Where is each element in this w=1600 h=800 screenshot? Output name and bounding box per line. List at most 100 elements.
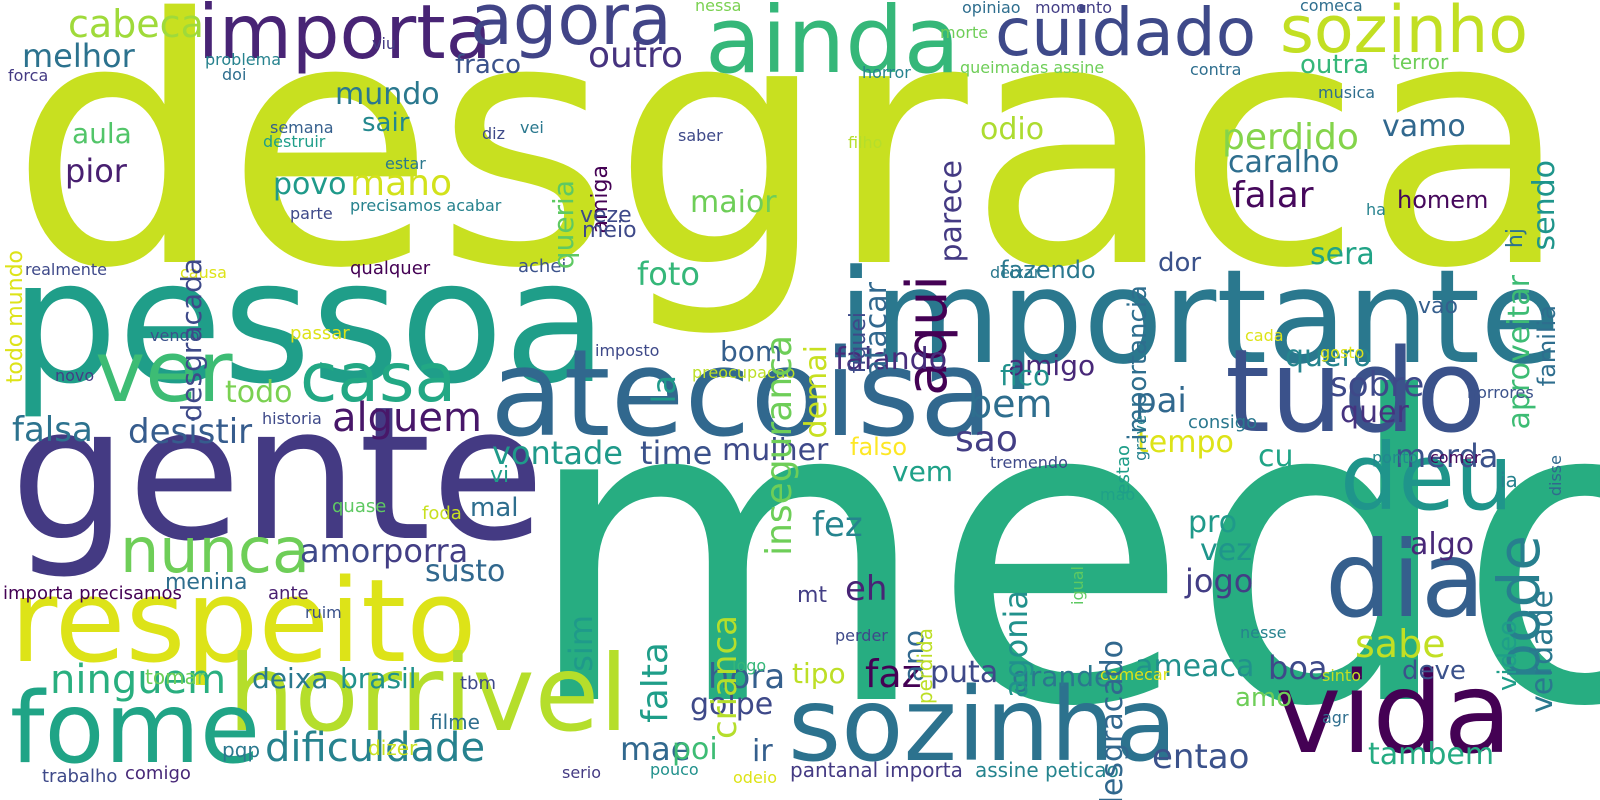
word-agora: agora (470, 0, 672, 61)
word-cu: cu (1258, 439, 1294, 474)
word-brasil: brasil (340, 662, 417, 695)
word-amor: amor (300, 532, 384, 570)
word-sao: sao (955, 419, 1018, 460)
word-destruir: destruir (263, 132, 326, 151)
word-sair: sair (362, 108, 410, 138)
word-queimadas-assine: queimadas assine (960, 58, 1105, 77)
word-quero: quero (1285, 339, 1372, 374)
word-historia: historia (262, 409, 322, 428)
word-hj: hj (1503, 228, 1528, 249)
word-consigo: consigo (1188, 412, 1258, 433)
word-queria: queria (547, 180, 580, 270)
word-fazendo: fazendo (1000, 256, 1096, 284)
word-vi: vi (490, 463, 510, 488)
word-pouco: pouco (650, 760, 699, 779)
word-pro: pro (1188, 505, 1238, 540)
word-atecoisa: atecoisa (490, 325, 994, 464)
word-tudo: tudo (1225, 325, 1487, 459)
word-falso: falso (850, 433, 908, 461)
word-outra: outra (1300, 50, 1370, 80)
word-pior: pior (65, 152, 127, 190)
word-horrores: horrores (1467, 383, 1534, 402)
word-assine-peticao: assine peticao (975, 758, 1119, 782)
word-filho: filho (848, 133, 883, 152)
word-mulher: mulher (722, 433, 829, 468)
word-parte: parte (290, 204, 333, 223)
word-ver: ver (95, 323, 233, 422)
word-dificuldade: dificuldade (265, 725, 486, 771)
word-entao: entao (1152, 737, 1250, 777)
word-pantanal-importa: pantanal importa (790, 758, 963, 782)
word-fico: fico (1000, 359, 1051, 392)
word-ameaca: ameaca (1135, 649, 1255, 684)
word-desgracado: desgracado (1095, 640, 1130, 800)
word-respeito: respeito (10, 555, 477, 689)
word-outro: outro (588, 35, 683, 76)
word-falar: falar (1232, 175, 1314, 216)
word-estao: estao (1113, 445, 1134, 495)
word-pqp: pqp (222, 738, 261, 762)
word-mae: mae (620, 730, 691, 768)
word-tempo: tempo (1137, 425, 1234, 460)
word-comer: comer (1430, 448, 1481, 467)
word-musica: musica (1318, 83, 1376, 102)
word-cabeca: cabeca (68, 2, 204, 46)
word-casa: casa (300, 339, 457, 418)
word-achei: achei (518, 256, 567, 277)
word-foto: foto (637, 255, 700, 293)
word-aula: aula (72, 117, 132, 150)
word-saber: saber (678, 126, 723, 145)
word-cada: cada (1245, 326, 1284, 345)
word-dor: dor (1158, 248, 1202, 278)
word-desgraca: desgraca (10, 0, 1572, 343)
word-poi: poi (672, 732, 718, 767)
word-sinto: sinto (1322, 666, 1361, 685)
word-ha: ha (1366, 200, 1386, 219)
word-dizer: dizer (368, 736, 418, 760)
word-horror: horror (862, 63, 911, 82)
word-vamo: vamo (1382, 109, 1466, 144)
word-horrivel: horrivel (228, 633, 629, 755)
word-time: time (640, 434, 713, 472)
word-fez: fez (812, 505, 863, 545)
word-crianca: crianca (705, 615, 745, 740)
word-sim: sim (562, 615, 600, 672)
word-diz: diz (482, 124, 505, 143)
word-video: video (1493, 620, 1523, 692)
word-realmente: realmente (25, 260, 108, 279)
word-sozinho: sozinho (1280, 0, 1528, 68)
word-trabalho: trabalho (42, 766, 118, 787)
word-vontade: vontade (492, 434, 623, 472)
word-mano: mano (350, 163, 452, 204)
word-morte: morte (940, 23, 989, 42)
word-caralho: caralho (1228, 145, 1340, 180)
word-agonia: agonia (997, 590, 1035, 699)
word-perdida: perdida (913, 628, 937, 705)
word-susto: susto (425, 554, 506, 589)
word-novo: novo (55, 366, 95, 385)
word-vida: vida (1275, 649, 1513, 779)
word-grande: grande (1012, 660, 1112, 693)
word-maior: maior (690, 185, 777, 220)
word-tremendo: tremendo (990, 453, 1068, 472)
word-mundo: mundo (335, 77, 440, 112)
word-porra: porra (383, 532, 469, 570)
word-vao: vao (1418, 294, 1458, 319)
word-povo: povo (273, 167, 347, 202)
word-bem: bem (968, 382, 1053, 426)
word-tipo: tipo (792, 657, 846, 690)
word-eh: eh (845, 569, 888, 609)
word-inseguranca: inseguranca (759, 335, 800, 556)
word-deixar: deixar (990, 263, 1041, 282)
word-opiniao: opiniao (962, 0, 1021, 17)
word-parece: parece (934, 160, 969, 263)
word-menina: menina (165, 570, 248, 595)
word-tbm: tbm (460, 673, 497, 694)
word-atacar: atacar (859, 282, 894, 378)
word-filme: filme (430, 710, 480, 734)
word-logo: logo (732, 656, 767, 675)
word-demai: demai (799, 345, 834, 439)
word-quase: quase (332, 496, 387, 517)
word-todo: todo (225, 375, 293, 410)
